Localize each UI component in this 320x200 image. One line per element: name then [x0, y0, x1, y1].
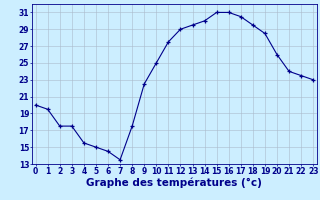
X-axis label: Graphe des températures (°c): Graphe des températures (°c) — [86, 177, 262, 188]
